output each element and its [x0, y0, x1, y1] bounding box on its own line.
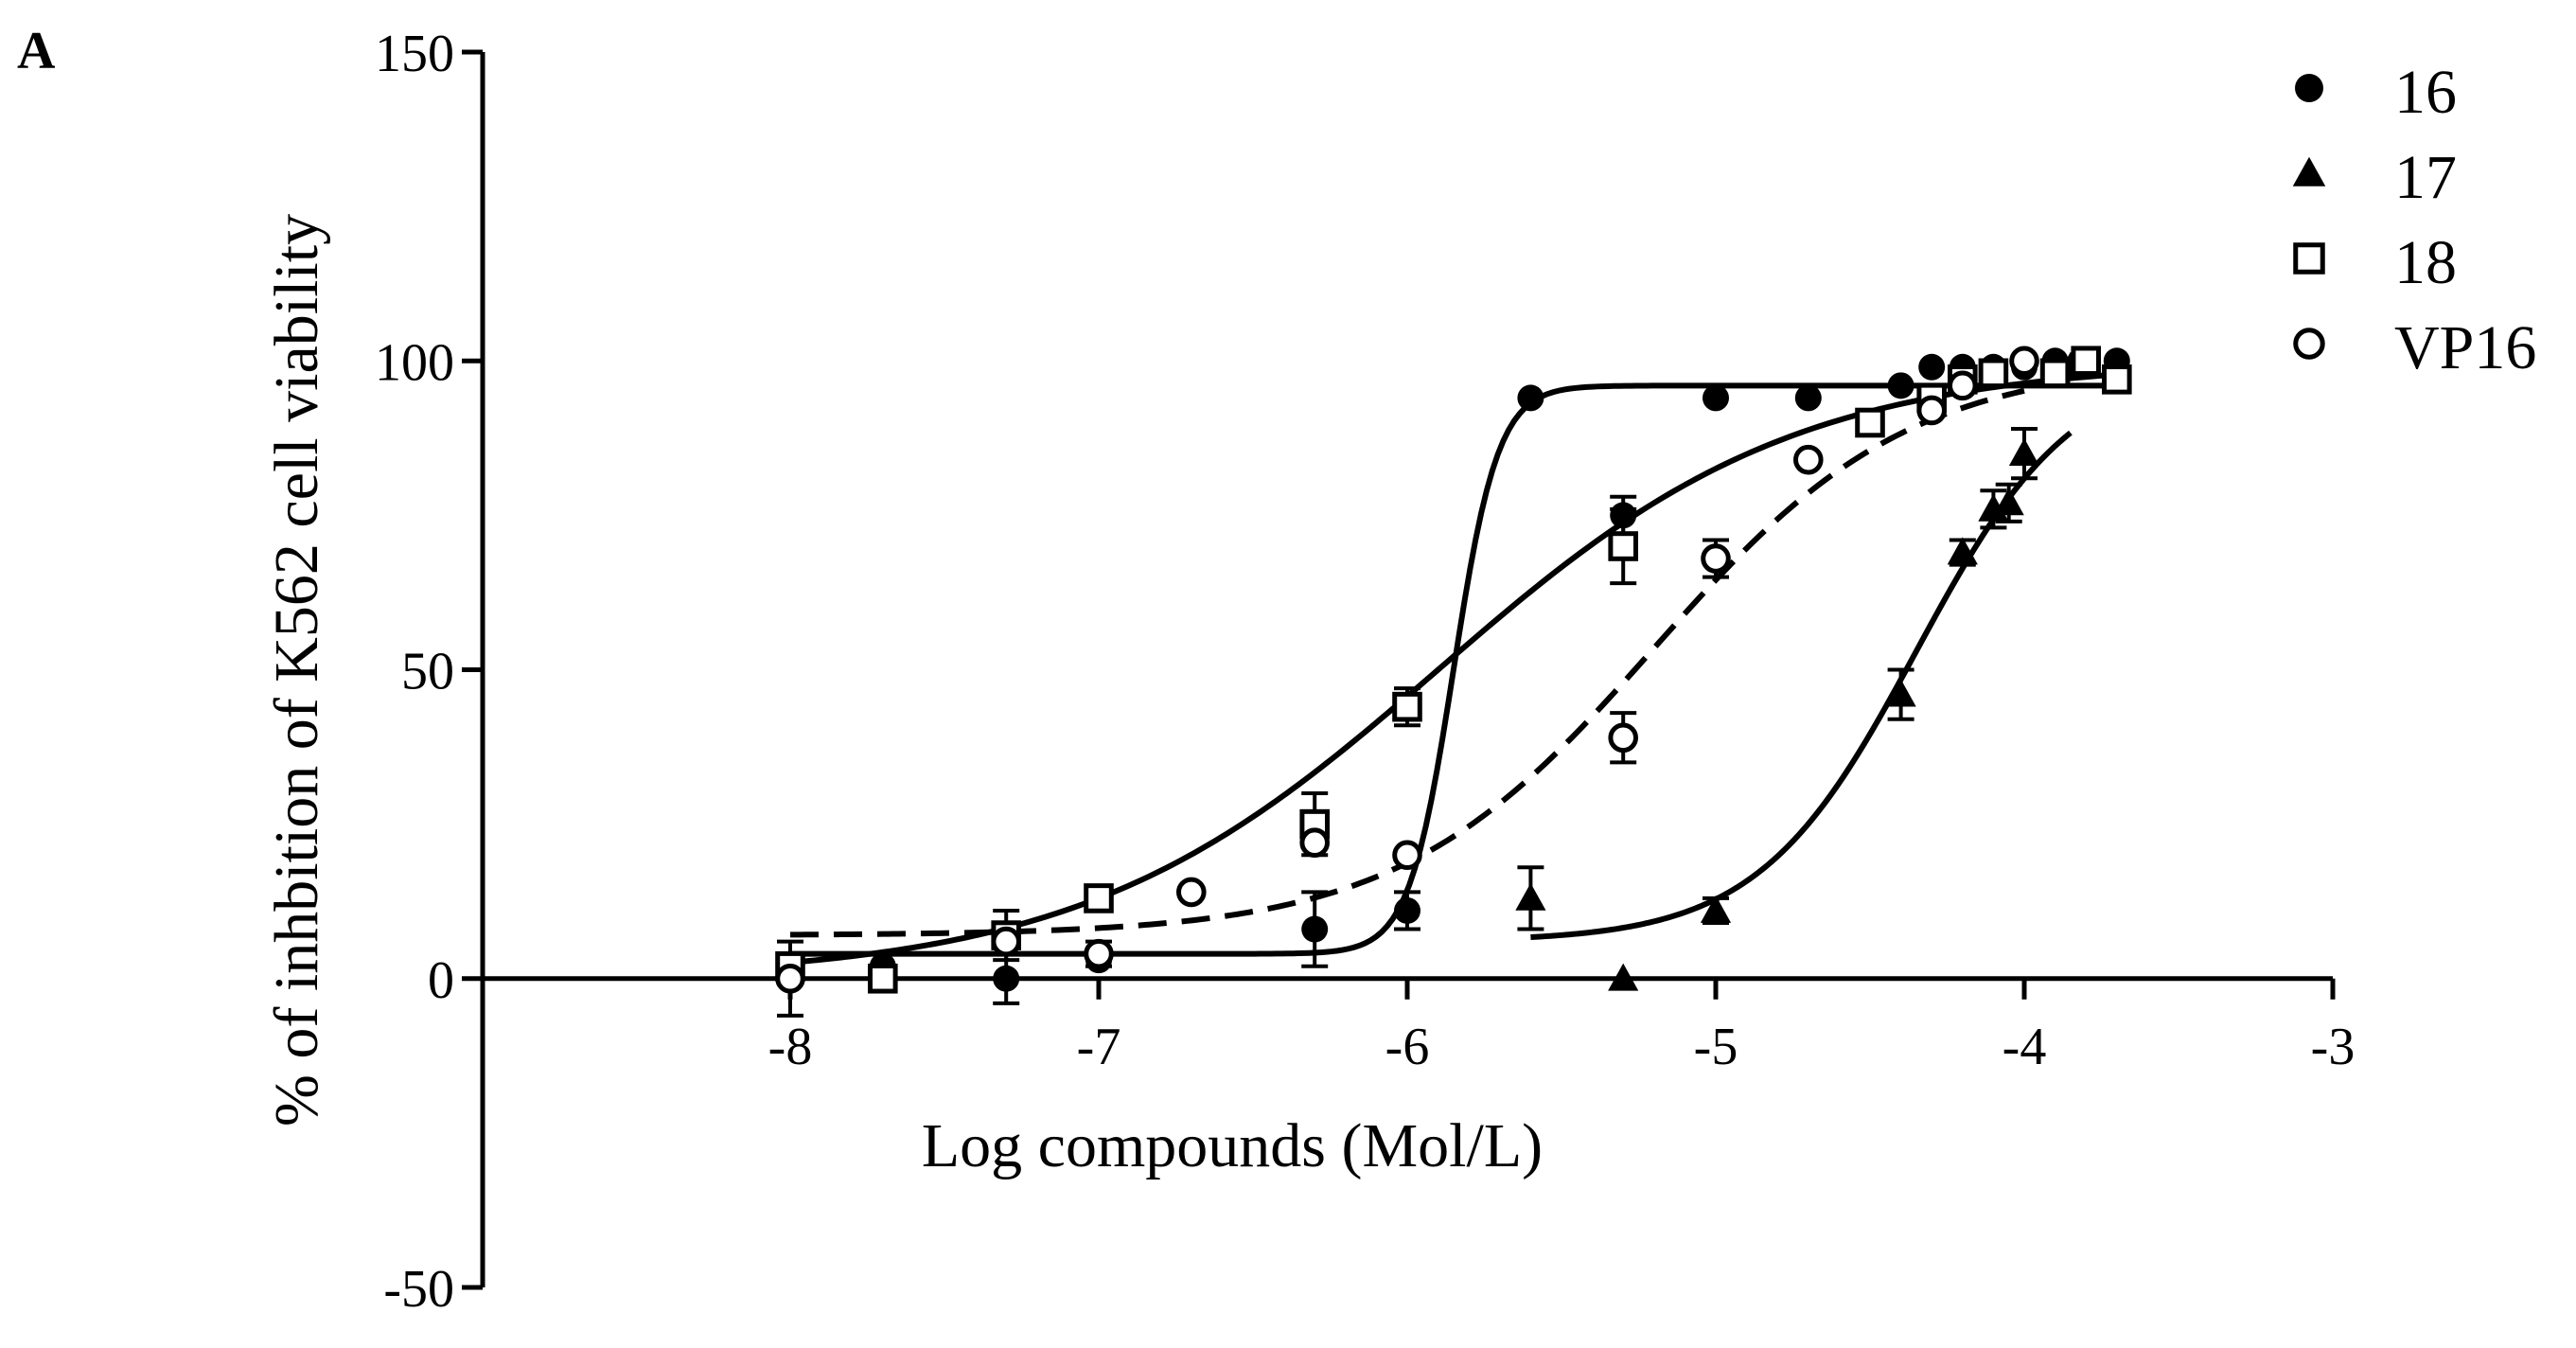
point-16 [993, 965, 1020, 992]
point-17 [1608, 963, 1639, 991]
point-18 [1392, 691, 1422, 722]
point-18 [2039, 358, 2071, 389]
legend-marker-17 [2292, 156, 2326, 186]
y-tick-label: -50 [383, 1260, 454, 1319]
point-17 [1885, 679, 1916, 707]
point-VP16 [1084, 938, 1114, 969]
point-VP16 [1608, 722, 1638, 754]
x-tick-label: -4 [2003, 1018, 2047, 1076]
legend-marker-VP16 [2293, 328, 2325, 360]
point-16 [1301, 915, 1329, 943]
point-VP16 [1793, 444, 1824, 475]
data-markers [775, 346, 2132, 1018]
y-tick-label: 0 [428, 951, 454, 1010]
point-VP16 [1701, 543, 1731, 574]
point-VP16 [991, 926, 1021, 957]
x-tick-label: -5 [1694, 1018, 1738, 1076]
point-VP16 [1176, 877, 1207, 908]
point-VP16 [775, 963, 805, 994]
x-tick-label: -3 [2311, 1018, 2355, 1076]
x-tick-label: -6 [1385, 1018, 1430, 1076]
y-tick-label: 150 [375, 25, 454, 83]
point-16 [1394, 896, 1420, 924]
legend-label-17: 17 [2394, 143, 2457, 212]
point-VP16 [1916, 395, 1947, 426]
y-axis-label: % of inhbition of K562 cell viability [262, 214, 331, 1126]
point-17 [2008, 438, 2040, 467]
point-17 [1515, 882, 1546, 911]
point-18 [868, 963, 898, 994]
y-tick-label: 50 [401, 643, 454, 701]
point-16 [1517, 384, 1544, 412]
legend-label-18: 18 [2394, 228, 2457, 297]
legend: 16 17 18 VP16 [2292, 58, 2536, 382]
point-18 [2102, 364, 2132, 395]
x-tick-label: -8 [768, 1018, 813, 1076]
point-18 [2071, 346, 2101, 377]
legend-marker-18 [2293, 242, 2325, 275]
x-axis-label: Log compounds (Mol/L) [922, 1111, 1543, 1180]
point-16 [1794, 384, 1822, 412]
fit-curve-16 [790, 382, 2117, 957]
legend-label-16: 16 [2394, 58, 2457, 127]
point-16 [1703, 384, 1729, 412]
panel-label: A [17, 22, 56, 80]
point-18 [1608, 531, 1639, 561]
legend-label-VP16: VP16 [2394, 313, 2536, 382]
point-17 [1700, 895, 1732, 923]
point-18 [1855, 407, 1885, 438]
point-18 [1978, 358, 2009, 389]
point-18 [1084, 883, 1114, 913]
fit-curves [789, 371, 2118, 966]
point-16 [1918, 353, 1946, 381]
y-tick-label: 100 [375, 333, 454, 392]
point-VP16 [1392, 840, 1422, 871]
point-17 [1993, 488, 2024, 516]
legend-marker-16 [2295, 74, 2323, 102]
point-VP16 [1948, 370, 1978, 401]
point-VP16 [1299, 827, 1330, 859]
fit-curve-17 [1530, 430, 2073, 941]
point-17 [1947, 537, 1978, 565]
point-VP16 [2009, 346, 2039, 377]
point-16 [1887, 372, 1914, 399]
x-tick-label: -7 [1077, 1018, 1121, 1076]
